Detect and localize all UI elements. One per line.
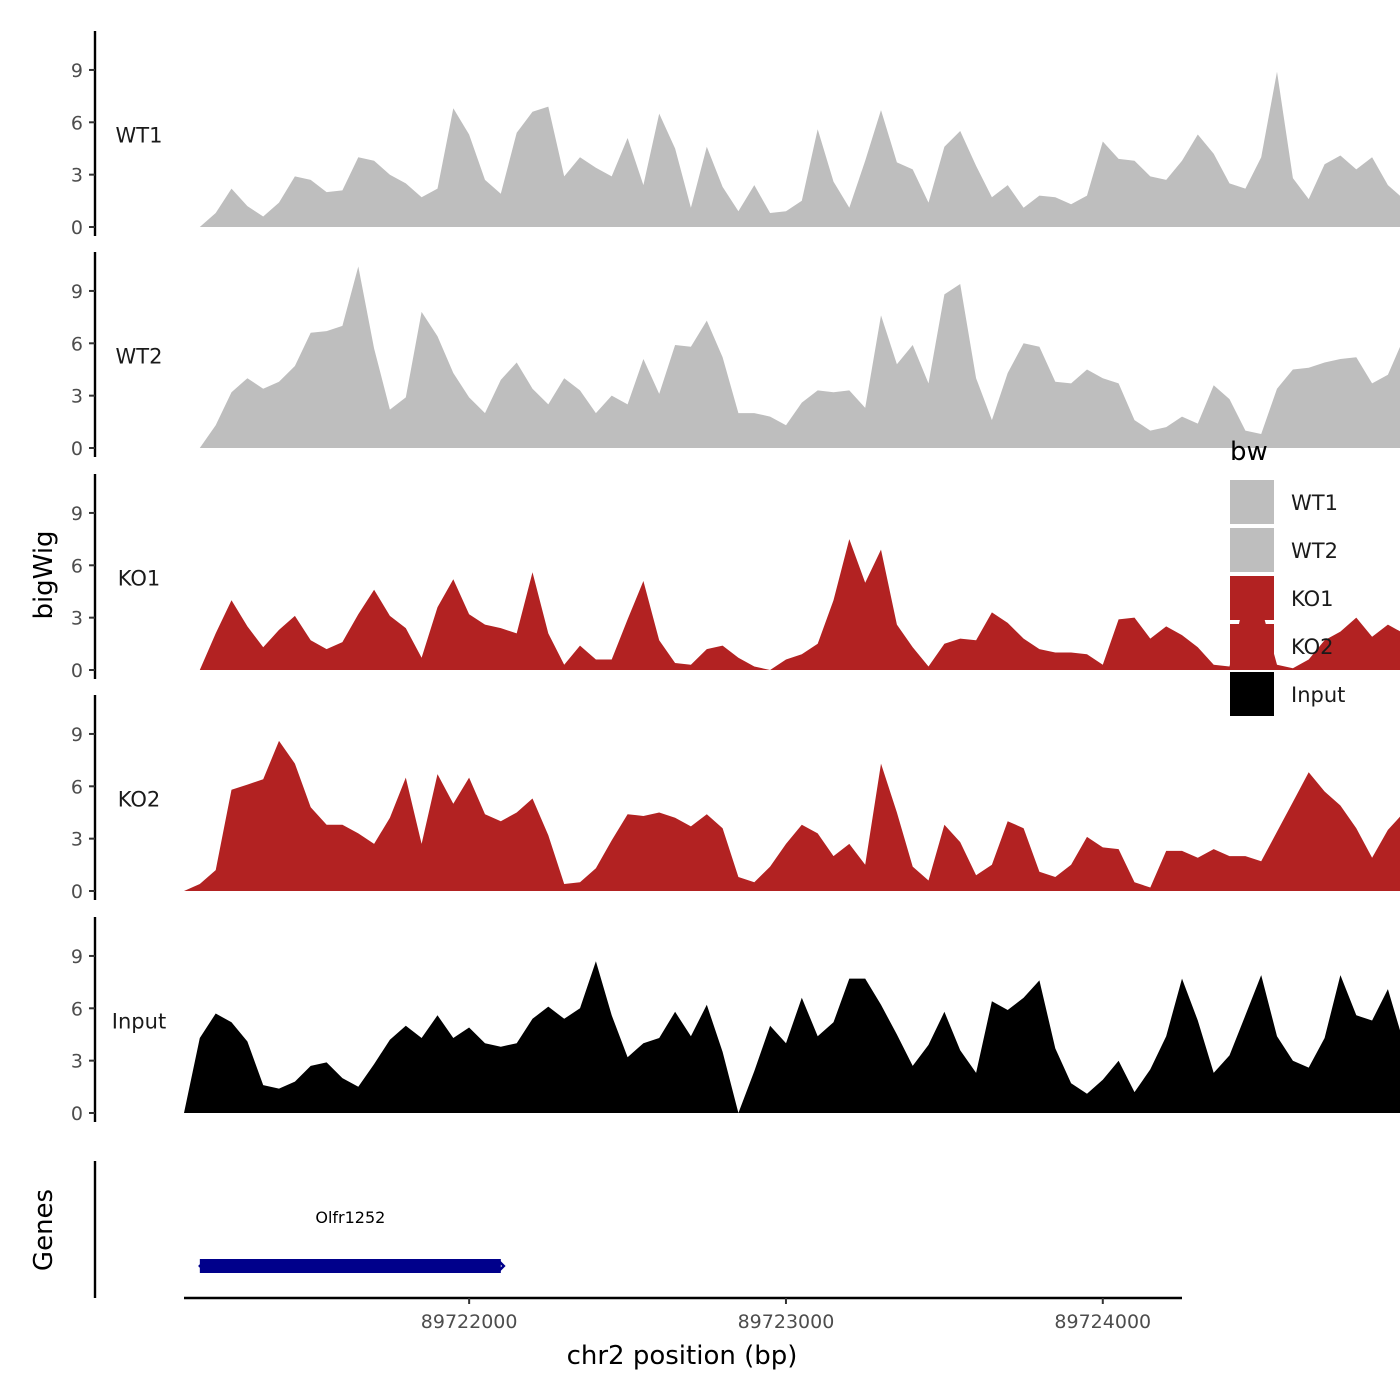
- legend-key-ko2: [1230, 624, 1274, 668]
- y-tick-label: 9: [71, 281, 83, 303]
- y-tick-label: 9: [71, 60, 83, 82]
- coverage-area-ko1: [184, 539, 1400, 670]
- y-tick-label: 0: [71, 660, 83, 682]
- y-tick-label: 0: [71, 881, 83, 903]
- bigwig-tracks: 0 3 6 9 WT1 0 3 6 9 WT2 0 3 6 9 KO1 0 3 6 9 KO2 0 3 6 9 Input: [71, 31, 1400, 1125]
- x-tick-label: 89724000: [1054, 1311, 1151, 1333]
- legend-key-wt2: [1230, 528, 1274, 572]
- y-tick-label: 0: [71, 1103, 83, 1125]
- legend-key-ko1: [1230, 576, 1274, 620]
- y-tick-label: 0: [71, 438, 83, 460]
- gene-strand-arrow-left: [198, 1259, 207, 1273]
- y-tick-label: 6: [71, 776, 83, 798]
- y-tick-label: 3: [71, 386, 83, 408]
- y-tick-label: 6: [71, 112, 83, 134]
- track-wt1: 0 3 6 9 WT1: [71, 31, 1400, 239]
- genes-axis-title: Genes: [29, 1189, 59, 1271]
- x-axis-title: chr2 position (bp): [567, 1341, 798, 1371]
- y-tick-label: 0: [71, 217, 83, 239]
- coverage-area-input: [184, 961, 1400, 1113]
- gene-strand-arrow-right: [496, 1259, 506, 1273]
- track-label-wt2: WT2: [116, 345, 163, 369]
- y-tick-label: 3: [71, 165, 83, 187]
- legend-label-input: Input: [1291, 683, 1345, 707]
- legend-title: bw: [1230, 437, 1268, 467]
- y-axis-title: bigWig: [29, 530, 59, 619]
- legend: bw WT1 WT2 KO1 KO2 Input: [1230, 437, 1345, 716]
- legend-key-input: [1230, 672, 1274, 716]
- coverage-area-ko2: [184, 740, 1400, 891]
- coverage-area-wt1: [184, 71, 1400, 227]
- x-axis: 89722000 89723000 89724000: [184, 1296, 1182, 1333]
- track-label-ko1: KO1: [118, 567, 161, 591]
- track-input: 0 3 6 9 Input: [71, 917, 1400, 1125]
- track-ko1: 0 3 6 9 KO1: [71, 474, 1400, 682]
- y-tick-label: 9: [71, 946, 83, 968]
- legend-label-wt2: WT2: [1291, 539, 1338, 563]
- legend-label-wt1: WT1: [1291, 491, 1338, 515]
- y-tick-label: 6: [71, 333, 83, 355]
- x-tick-label: 89722000: [421, 1311, 518, 1333]
- y-tick-label: 3: [71, 608, 83, 630]
- track-ko2: 0 3 6 9 KO2: [71, 695, 1400, 903]
- track-label-wt1: WT1: [116, 124, 163, 148]
- y-tick-label: 9: [71, 724, 83, 746]
- legend-label-ko2: KO2: [1291, 635, 1334, 659]
- genes-panel: Olfr1252: [93, 1161, 506, 1298]
- track-wt2: 0 3 6 9 WT2: [71, 252, 1400, 460]
- legend-key-wt1: [1230, 480, 1274, 524]
- track-label-ko2: KO2: [118, 788, 161, 812]
- track-label-input: Input: [112, 1010, 166, 1034]
- legend-label-ko1: KO1: [1291, 587, 1334, 611]
- y-tick-label: 9: [71, 503, 83, 525]
- y-tick-label: 6: [71, 998, 83, 1020]
- y-tick-label: 3: [71, 829, 83, 851]
- gene-label: Olfr1252: [315, 1208, 385, 1227]
- coverage-area-wt2: [184, 266, 1400, 448]
- x-tick-label: 89723000: [738, 1311, 835, 1333]
- y-tick-label: 3: [71, 1051, 83, 1073]
- y-tick-label: 6: [71, 555, 83, 577]
